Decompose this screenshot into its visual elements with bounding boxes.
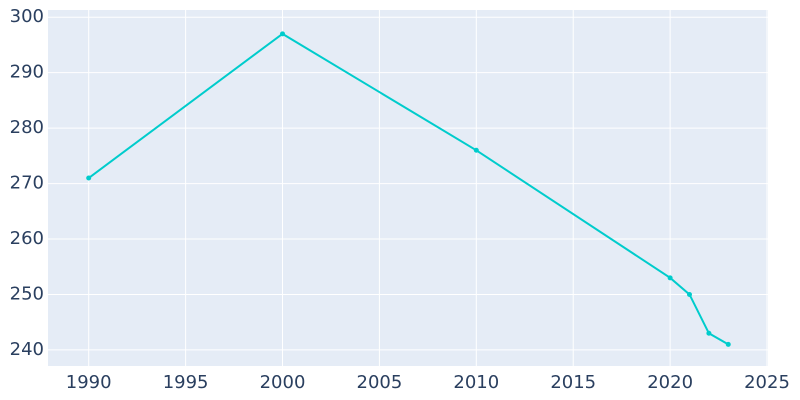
y-tick-label: 290 — [10, 62, 44, 83]
point — [280, 31, 286, 37]
x-tick-label: 2005 — [357, 372, 403, 393]
point — [725, 341, 731, 347]
x-tick-label: 1995 — [163, 372, 209, 393]
x-tick-label: 2015 — [550, 372, 596, 393]
x-tick-label: 1990 — [66, 372, 112, 393]
plot-area — [48, 10, 768, 366]
x-tick-label: 2000 — [260, 372, 306, 393]
point — [667, 275, 673, 281]
x-tick-label: 2020 — [647, 372, 693, 393]
y-tick-label: 260 — [10, 228, 44, 249]
point — [86, 175, 92, 181]
point — [687, 291, 693, 297]
x-tick-label: 2025 — [744, 372, 790, 393]
y-tick-label: 270 — [10, 173, 44, 194]
point — [706, 330, 712, 336]
x-tick-label: 2010 — [453, 372, 499, 393]
y-tick-label: 240 — [10, 339, 44, 360]
y-tick-label: 280 — [10, 117, 44, 138]
point — [473, 147, 479, 153]
y-tick-label: 250 — [10, 283, 44, 304]
y-tick-label: 300 — [10, 6, 44, 27]
